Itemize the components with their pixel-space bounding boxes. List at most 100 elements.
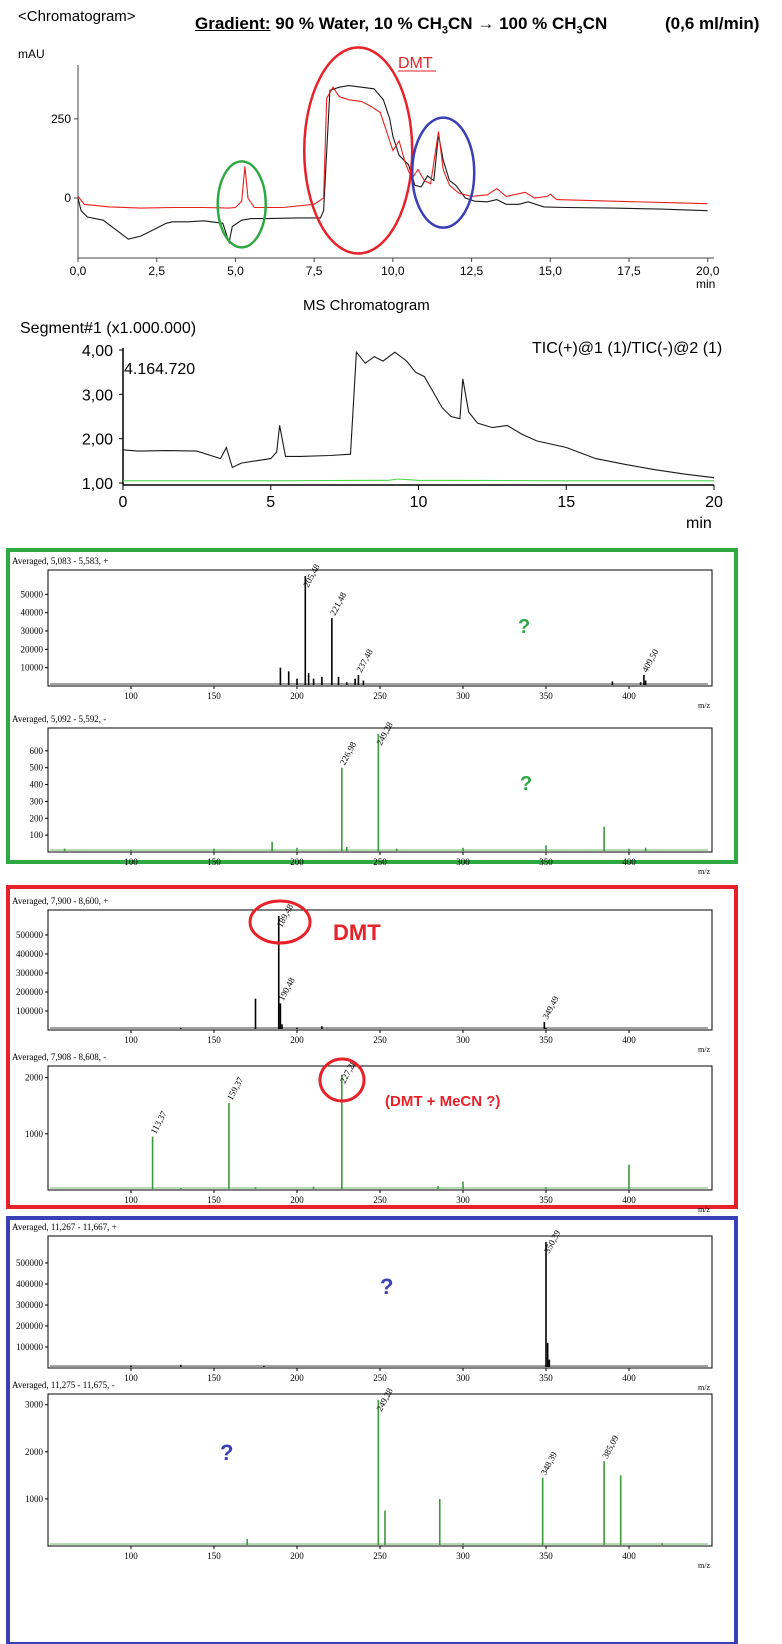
spectrum-x-tick-label: 150 <box>207 1551 221 1561</box>
spectrum-x-tick-label: 100 <box>124 1195 138 1205</box>
spectrum-x-tick-label: 400 <box>622 1551 636 1561</box>
spectrum-y-tick-label: 400 <box>30 780 44 790</box>
blue-spectra-box <box>6 1216 738 1644</box>
spectrum-x-tick-label: 200 <box>290 1551 304 1561</box>
spectrum-y-tick-label: 600 <box>30 746 44 756</box>
spectrum-x-unit: m/z <box>698 1205 710 1214</box>
segment-label: Segment#1 (x1.000.000) <box>20 320 197 337</box>
green-spectra-box <box>6 548 738 864</box>
spectrum-x-tick-label: 250 <box>373 1551 387 1561</box>
tic-max-value: 4.164.720 <box>124 361 196 378</box>
uv-x-tick-label: 12,5 <box>460 264 484 278</box>
spectrum-y-tick-label: 500 <box>30 763 44 773</box>
tic-x-tick-label: 20 <box>705 494 723 511</box>
spectrum-x-tick-label: 150 <box>207 1195 221 1205</box>
spectrum-y-tick-label: 500000 <box>16 930 44 940</box>
gradient-label: Gradient: 90 % Water, 10 % CH3CN → 100 %… <box>195 14 607 36</box>
spectrum-x-tick-label: 200 <box>290 1035 304 1045</box>
gradient-prefix: Gradient: <box>195 14 271 33</box>
spectrum-x-unit: m/z <box>698 1383 710 1392</box>
uv-chromatogram-chart: mAU min DMT 0,0 2,5 5,0 7,5 10,0 12,5 15,0 17,5… <box>18 46 720 291</box>
green-highlight-ellipse <box>216 160 267 249</box>
spectrum-x-tick-label: 100 <box>124 1551 138 1561</box>
spectrum-x-unit: m/z <box>698 1045 710 1054</box>
spectrum-x-tick-label: 200 <box>290 691 304 701</box>
spectrum-x-tick-label: 350 <box>539 857 553 867</box>
tic-x-tick-label: 15 <box>557 494 575 511</box>
spectrum-y-tick-label: 2000 <box>25 1447 44 1457</box>
spectrum-y-tick-label: 40000 <box>21 608 44 618</box>
ms-chromatogram-title: MS Chromatogram <box>303 297 430 314</box>
uv-x-tick-label: 0,0 <box>70 264 87 278</box>
spectrum-y-tick-label: 10000 <box>21 663 44 673</box>
spectrum-x-tick-label: 300 <box>456 691 470 701</box>
uv-x-tick-label: 17,5 <box>617 264 641 278</box>
spectrum-note: ? <box>518 616 530 638</box>
uv-y-tick-label: 250 <box>51 112 71 126</box>
spectrum-x-tick-label: 250 <box>373 1195 387 1205</box>
gradient-part-2: CN <box>448 14 473 33</box>
spectrum-note: ? <box>520 773 532 795</box>
spectrum-x-tick-label: 250 <box>373 1373 387 1383</box>
spectrum-title: Averaged, 5,092 - 5,592, - <box>12 714 106 724</box>
spectrum-x-tick-label: 200 <box>290 857 304 867</box>
uv-x-tick-label: 10,0 <box>381 264 405 278</box>
tic-chart: min 0 5 10 15 20 4,00 3,00 2,00 1,00 <box>82 343 723 532</box>
uv-x-tick-label: 15,0 <box>539 264 563 278</box>
tic-x-unit: min <box>686 515 712 532</box>
spectrum-note: (DMT + MeCN ?) <box>385 1093 500 1110</box>
spectrum-x-tick-label: 100 <box>124 691 138 701</box>
spectrum-note: ? <box>220 1440 233 1465</box>
spectrum-frame <box>47 1235 713 1369</box>
spectrum-y-tick-label: 3000 <box>25 1400 44 1410</box>
tic-x-tick-label: 5 <box>266 494 275 511</box>
tic-x-tick-label: 0 <box>119 494 128 511</box>
spectrum-y-tick-label: 100 <box>30 830 44 840</box>
spectrum-frame <box>47 909 713 1031</box>
tic-label: TIC(+)@1 (1)/TIC(-)@2 (1) <box>532 340 723 357</box>
gradient-part-1: 90 % Water, 10 % CH <box>275 14 442 33</box>
spectrum-y-tick-label: 400000 <box>16 1279 44 1289</box>
spectrum-y-tick-label: 200000 <box>16 987 44 997</box>
spectrum-y-tick-label: 100000 <box>16 1006 44 1016</box>
spectrum-x-tick-label: 350 <box>539 691 553 701</box>
chromatogram-title: <Chromatogram> <box>18 8 136 25</box>
spectrum-title: Averaged, 11,275 - 11,675, - <box>12 1380 115 1390</box>
spectrum-y-tick-label: 500000 <box>16 1258 44 1268</box>
uv-y-unit: mAU <box>18 47 45 61</box>
tic-y-tick-label: 1,00 <box>82 476 113 493</box>
spectrum-x-tick-label: 250 <box>373 691 387 701</box>
spectrum-x-tick-label: 300 <box>456 1373 470 1383</box>
tic-y-tick-label: 3,00 <box>82 387 113 404</box>
spectrum-x-tick-label: 400 <box>622 691 636 701</box>
spectrum-x-tick-label: 100 <box>124 857 138 867</box>
uv-series-black <box>77 85 708 245</box>
spectrum-x-tick-label: 400 <box>622 1195 636 1205</box>
uv-x-unit: min <box>696 277 715 291</box>
spectrum-y-tick-label: 400000 <box>16 949 44 959</box>
blue-highlight-ellipse <box>410 116 476 229</box>
spectrum-y-tick-label: 300000 <box>16 1300 44 1310</box>
spectrum-y-tick-label: 20000 <box>21 644 44 654</box>
spectrum-title: Averaged, 11,267 - 11,667, + <box>12 1222 117 1232</box>
spectrum-x-tick-label: 250 <box>373 1035 387 1045</box>
spectrum-title: Averaged, 7,900 - 8,600, + <box>12 896 108 906</box>
spectrum-y-tick-label: 200000 <box>16 1321 44 1331</box>
dmt-mecn-peak-circle <box>318 1057 366 1103</box>
spectrum-x-tick-label: 100 <box>124 1373 138 1383</box>
spectrum-x-tick-label: 350 <box>539 1035 553 1045</box>
tic-series-black <box>122 350 715 479</box>
spectrum-x-tick-label: 350 <box>539 1195 553 1205</box>
red-highlight-ellipse <box>302 46 414 255</box>
spectrum-y-tick-label: 1000 <box>25 1129 44 1139</box>
spectrum-y-tick-label: 300 <box>30 796 44 806</box>
spectrum-y-tick-label: 100000 <box>16 1342 44 1352</box>
dmt-peak-circle <box>248 899 312 945</box>
spectrum-frame <box>47 569 713 687</box>
spectrum-x-unit: m/z <box>698 701 710 710</box>
mass-spectra: Averaged, 5,083 - 5,583, + 100 150 200 250 30… <box>6 548 738 1644</box>
spectrum-x-tick-label: 400 <box>622 857 636 867</box>
flow-rate: (0,6 ml/min) <box>665 14 760 33</box>
spectrum-x-tick-label: 200 <box>290 1373 304 1383</box>
spectrum-x-unit: m/z <box>698 1561 710 1570</box>
